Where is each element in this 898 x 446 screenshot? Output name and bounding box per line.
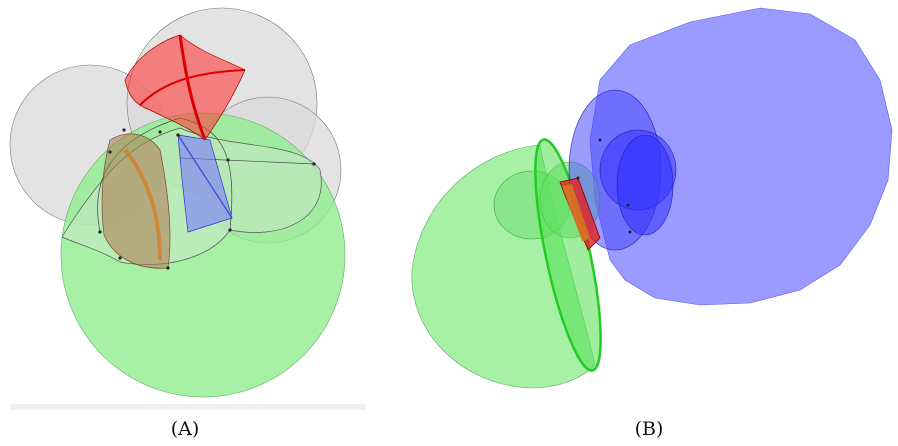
blue-diagonal	[177, 134, 233, 219]
orange-arc	[123, 148, 162, 261]
panel-a: (A)	[0, 0, 370, 446]
green-lens	[534, 138, 602, 372]
panel-b: (B)	[400, 0, 898, 446]
panel-a-graphic	[9, 7, 366, 410]
blue-bubble-3	[616, 134, 674, 236]
red-region	[124, 34, 246, 141]
blue-region	[177, 134, 233, 233]
panel-a-caption: (A)	[170, 418, 200, 440]
red-ridge	[178, 34, 207, 141]
vertex-dots	[98, 128, 316, 270]
red-arc	[139, 69, 246, 106]
floor-strip	[10, 404, 366, 410]
vertex-dots-b	[576, 138, 632, 234]
panel-b-graphic	[411, 7, 893, 389]
orange-core	[562, 184, 590, 242]
blue-sphere	[589, 7, 893, 306]
panel-b-caption: (B)	[634, 418, 664, 440]
